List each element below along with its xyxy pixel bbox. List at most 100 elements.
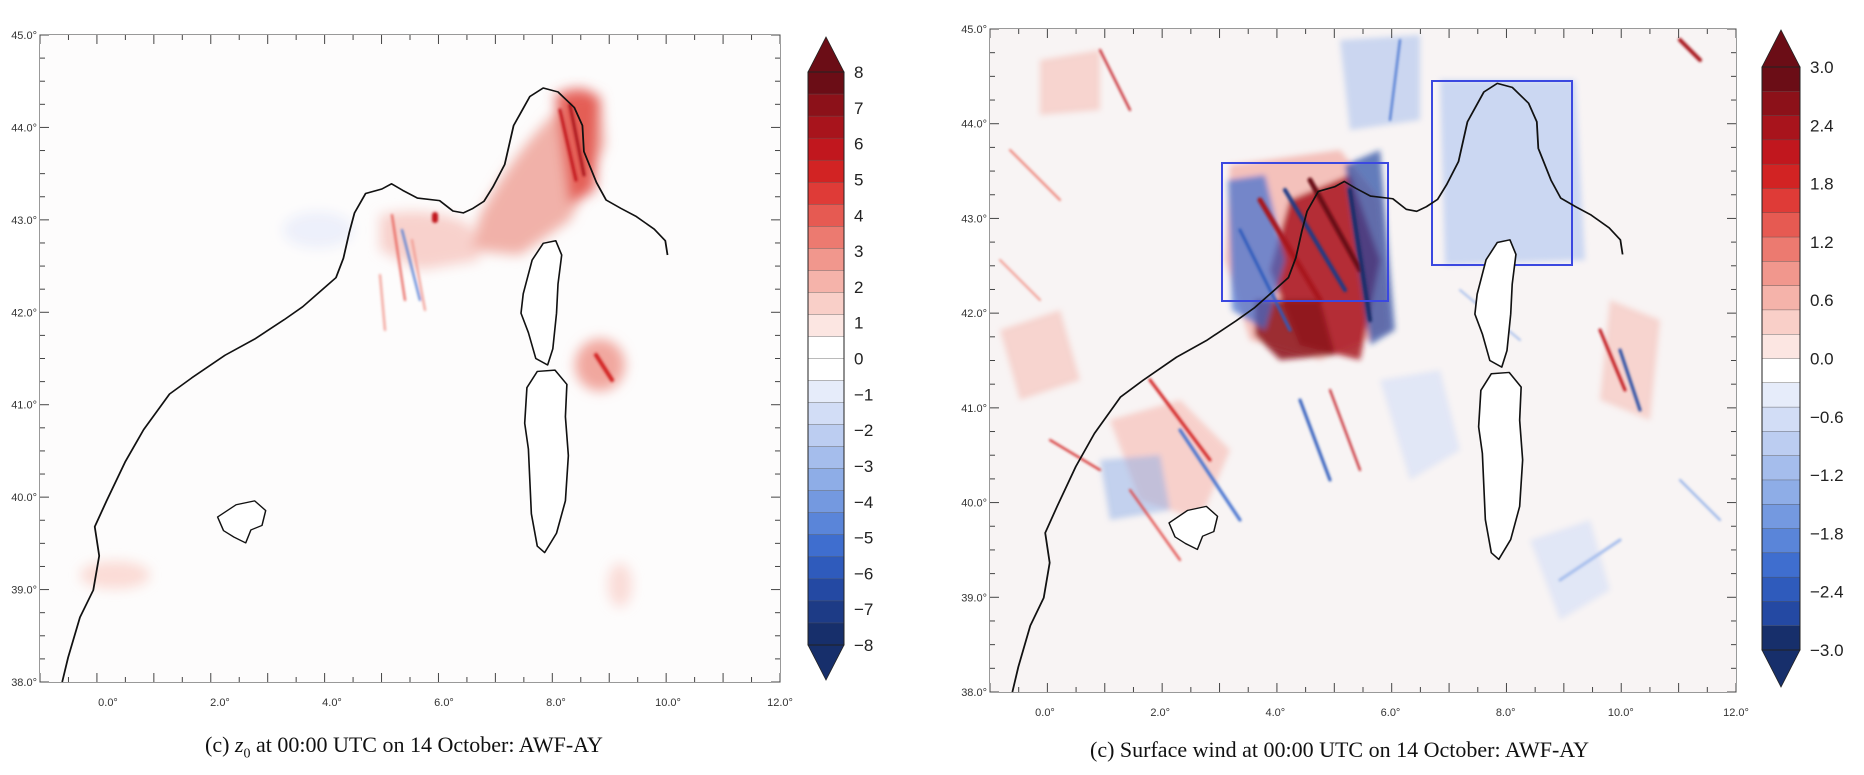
colorbar-segment xyxy=(1761,358,1801,384)
colorbar-label: −4 xyxy=(854,493,873,512)
lat-tick-label: 42.0° xyxy=(961,308,987,320)
colorbar-label: 6 xyxy=(854,135,863,154)
colorbar-segment xyxy=(1761,66,1801,92)
colorbar-segment xyxy=(807,446,845,470)
colorbar-label: −1.8 xyxy=(1810,524,1844,543)
colorbar-segment xyxy=(1761,91,1801,117)
colorbar-segment xyxy=(807,512,845,536)
lon-tick-label: 8.0° xyxy=(546,697,566,709)
colorbar-label: 1.8 xyxy=(1810,175,1834,194)
colorbar-segment xyxy=(1761,576,1801,602)
colorbar-label: −3.0 xyxy=(1810,641,1844,660)
colorbar-segment xyxy=(807,534,845,558)
lon-tick-label: 0.0° xyxy=(98,697,118,709)
colorbar-segment xyxy=(807,468,845,492)
colorbar-segment xyxy=(807,380,845,404)
colorbar-segment xyxy=(1761,455,1801,481)
lon-tick-label: 10.0° xyxy=(1608,707,1634,719)
colorbar-label: −1.2 xyxy=(1810,466,1844,485)
colorbar-label: −3 xyxy=(854,457,873,476)
lat-tick-label: 41.0° xyxy=(961,403,987,415)
lat-tick-label: 44.0° xyxy=(11,122,37,134)
right-map-field xyxy=(990,29,1736,692)
lat-tick-label: 45.0° xyxy=(11,30,37,42)
colorbar-segment xyxy=(807,226,845,249)
colorbar-label: 2.4 xyxy=(1810,116,1834,135)
colorbar-segment xyxy=(1761,431,1801,457)
colorbar-top-arrow xyxy=(807,36,845,73)
colorbar-segment xyxy=(807,159,845,183)
lat-tick-label: 41.0° xyxy=(11,400,37,412)
colorbar-label: 1 xyxy=(854,314,863,333)
lon-tick-label: 6.0° xyxy=(434,697,454,709)
colorbar-label: 0.6 xyxy=(1810,291,1834,310)
colorbar-segment xyxy=(1761,163,1801,189)
colorbar-segment xyxy=(1761,115,1801,141)
lon-tick-label: 8.0° xyxy=(1496,707,1516,719)
lat-tick-label: 40.0° xyxy=(11,492,37,504)
right-panel-caption: (c) Surface wind at 00:00 UTC on 14 Octo… xyxy=(1090,737,1590,762)
colorbar-segment xyxy=(807,292,845,315)
colorbar-label: 0 xyxy=(854,350,863,369)
colorbar-segment xyxy=(1761,212,1801,238)
colorbar-segment xyxy=(1761,285,1801,311)
colorbar-segment xyxy=(1761,309,1801,335)
lon-tick-label: 2.0° xyxy=(210,697,230,709)
lon-tick-label: 12.0° xyxy=(767,697,793,709)
colorbar-segment xyxy=(807,181,845,205)
lon-tick-label: 10.0° xyxy=(655,697,681,709)
lon-tick-label: 2.0° xyxy=(1150,707,1170,719)
colorbar-segment xyxy=(807,622,845,646)
colorbar-segment xyxy=(1761,139,1801,165)
colorbar-label: 5 xyxy=(854,170,863,189)
lat-tick-label: 44.0° xyxy=(961,119,987,131)
colorbar-segment xyxy=(807,424,845,448)
colorbar-segment xyxy=(1761,236,1801,262)
colorbar-label: 8 xyxy=(854,63,863,82)
colorbar-top-arrow xyxy=(1761,29,1801,68)
right-colorbar: 3.0 2.4 1.8 1.2 0.6 0.0 −0.6 −1.2 −1.8 −2.4 −3.0 xyxy=(1761,29,1844,688)
right-panel: 38.0° 39.0° 40.0° 41.0° 42.0° 43.0° 44.0° 45.0°… xyxy=(961,24,1843,719)
colorbar-segment xyxy=(807,137,845,161)
colorbar-segment xyxy=(807,71,845,95)
colorbar-segment xyxy=(807,115,845,139)
wind-box-left xyxy=(1221,162,1389,302)
colorbar-segment xyxy=(1761,334,1801,360)
lon-tick-label: 12.0° xyxy=(1723,707,1749,719)
colorbar-segment xyxy=(807,358,845,382)
colorbar-segment xyxy=(1761,601,1801,627)
lat-tick-label: 38.0° xyxy=(961,687,987,699)
colorbar-segment xyxy=(807,314,845,337)
right-axis-ticks: 38.0° 39.0° 40.0° 41.0° 42.0° 43.0° 44.0° 45.0°… xyxy=(961,24,1749,719)
left-axis-ticks: 38.0° 39.0° 40.0° 41.0° 42.0° 43.0° 44.0° 45.0°… xyxy=(11,30,793,709)
colorbar-label: 1.2 xyxy=(1810,233,1834,252)
left-panel-caption: (c) z0 at 00:00 UTC on 14 October: AWF-A… xyxy=(205,732,603,762)
colorbar-label: −7 xyxy=(854,600,873,619)
colorbar-segment xyxy=(807,490,845,514)
colorbar-label: 4 xyxy=(854,206,863,225)
colorbar-label: 7 xyxy=(854,99,863,118)
colorbar-segment xyxy=(807,93,845,117)
lat-tick-label: 43.0° xyxy=(11,215,37,227)
colorbar-label: −2.4 xyxy=(1810,583,1844,602)
colorbar-segment xyxy=(1761,625,1801,651)
colorbar-segment xyxy=(807,556,845,580)
lat-tick-label: 45.0° xyxy=(961,24,987,36)
colorbar-segment xyxy=(807,270,845,293)
colorbar-segment xyxy=(807,336,845,360)
left-colorbar: 8 7 6 5 4 3 2 1 0 −1 −2 −3 −4 −5 −6 −7 −8 xyxy=(807,36,873,681)
colorbar-label: −1 xyxy=(854,385,873,404)
colorbar-segment xyxy=(807,248,845,271)
left-map-field xyxy=(40,35,780,682)
colorbar-segment xyxy=(1761,261,1801,287)
colorbar-segment xyxy=(807,578,845,602)
colorbar-label: 0.0 xyxy=(1810,350,1834,369)
colorbar-bottom-arrow xyxy=(807,644,845,681)
colorbar-segment xyxy=(1761,552,1801,578)
lat-tick-label: 40.0° xyxy=(961,498,987,510)
colorbar-label: −2 xyxy=(854,421,873,440)
colorbar-segment xyxy=(1761,528,1801,554)
colorbar-label: 3 xyxy=(854,242,863,261)
colorbar-label: 3.0 xyxy=(1810,58,1834,77)
